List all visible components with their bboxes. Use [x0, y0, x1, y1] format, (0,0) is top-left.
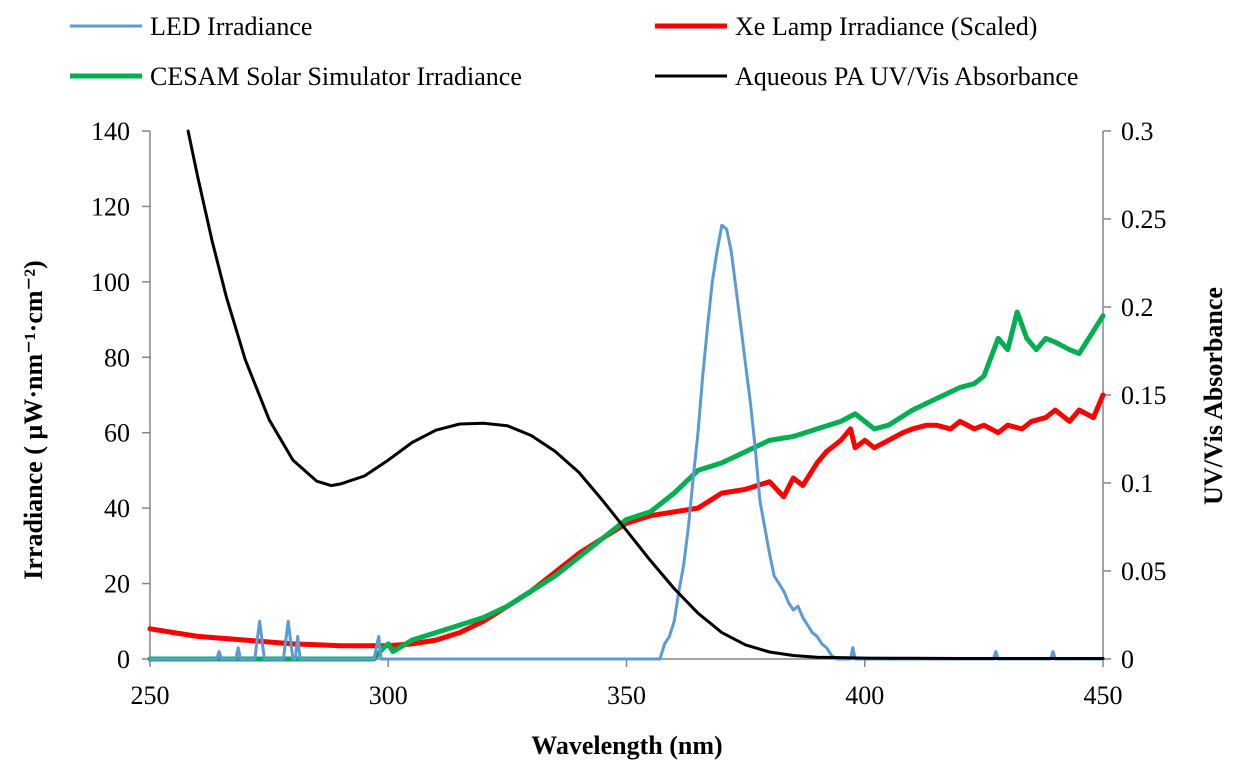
series-line-cesam-solar-simulator-irradiance — [147, 309, 1106, 662]
left-y-tick-label: 100 — [91, 268, 130, 297]
right-y-tick-label: 0.15 — [1121, 381, 1167, 410]
left-y-tick-label: 80 — [104, 343, 130, 372]
right-y-tick-label: 0.3 — [1121, 117, 1154, 146]
series-line-aqueous-pa-uv-vis-absorbance — [186, 129, 1105, 660]
series-layer — [147, 129, 1106, 662]
left-y-tick-label: 140 — [91, 117, 130, 146]
left-y-axis-title: Irradiance ( µW·nm⁻¹·cm⁻²) — [19, 260, 48, 579]
x-tick-label: 350 — [607, 681, 646, 710]
legend: LED Irradiance Xe Lamp Irradiance (Scaled… — [70, 12, 1078, 91]
series-line-xe-lamp-irradiance-scaled — [147, 392, 1106, 649]
series-line-led-irradiance — [148, 223, 1105, 661]
left-y-tick-label: 20 — [104, 570, 130, 599]
legend-label: LED Irradiance — [150, 12, 312, 41]
left-y-tick-label: 60 — [104, 419, 130, 448]
legend-label: CESAM Solar Simulator Irradiance — [150, 62, 522, 91]
right-y-tick-label: 0.2 — [1121, 293, 1154, 322]
left-y-tick-label: 120 — [91, 192, 130, 221]
left-y-tick-label: 0 — [117, 645, 130, 674]
x-tick-label: 250 — [131, 681, 170, 710]
legend-label: Xe Lamp Irradiance (Scaled) — [735, 12, 1037, 41]
right-y-tick-label: 0 — [1121, 645, 1134, 674]
legend-label: Aqueous PA UV/Vis Absorbance — [735, 62, 1078, 91]
right-y-tick-label: 0.25 — [1121, 205, 1167, 234]
x-tick-label: 450 — [1084, 681, 1123, 710]
x-tick-label: 400 — [845, 681, 884, 710]
x-tick-label: 300 — [369, 681, 408, 710]
left-y-tick-label: 40 — [104, 494, 130, 523]
right-y-tick-label: 0.05 — [1121, 557, 1167, 586]
x-axis-title: Wavelength (nm) — [531, 731, 722, 760]
right-y-axis-title: UV/Vis Absorbance — [1199, 287, 1228, 505]
right-y-tick-label: 0.1 — [1121, 469, 1154, 498]
axes: 250 300 350 400 450 0 20 40 60 80 100 120 140 0 0.05 0.… — [91, 117, 1167, 710]
